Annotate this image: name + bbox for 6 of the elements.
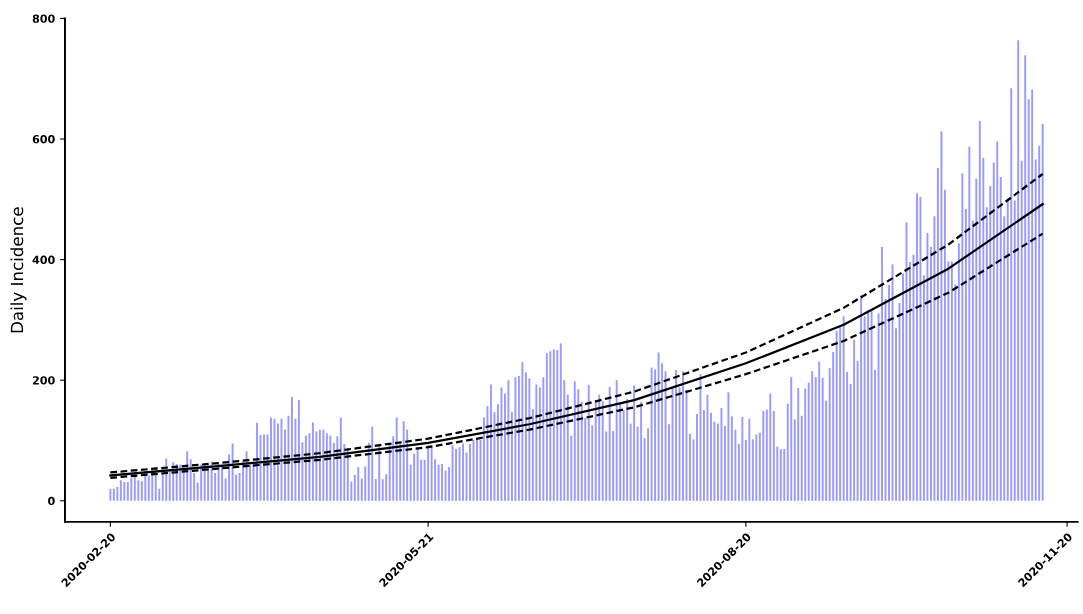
y-tick-label: 600 — [32, 134, 55, 144]
y-tick-label: 0 — [48, 496, 55, 506]
y-axis-title: Daily Incidence — [10, 207, 27, 333]
y-tick-label: 800 — [32, 14, 55, 23]
y-tick-label: 200 — [32, 376, 55, 385]
y-tick-label: 400 — [32, 255, 55, 264]
